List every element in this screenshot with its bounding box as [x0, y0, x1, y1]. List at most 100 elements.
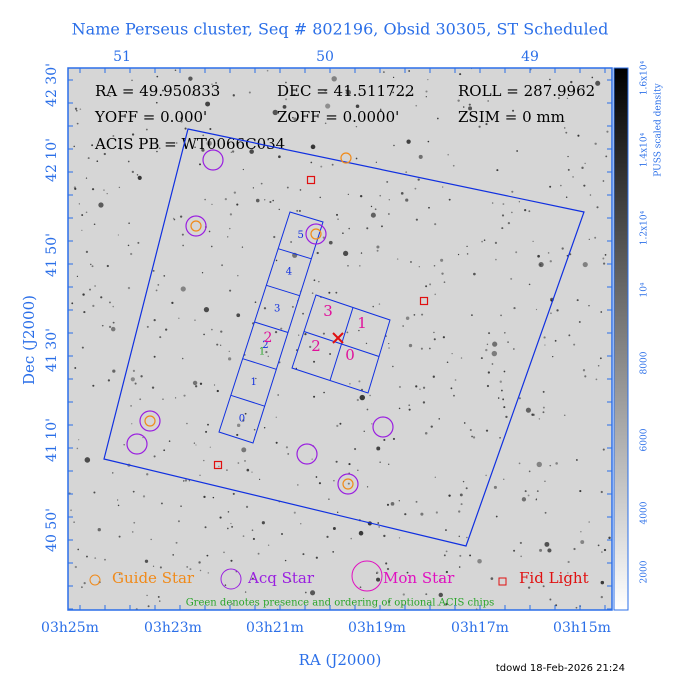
star: [531, 413, 534, 416]
star: [358, 380, 361, 383]
info-text: ACIS PB = WT0066C034: [94, 135, 285, 153]
star: [127, 160, 130, 163]
star: [242, 419, 245, 422]
star: [109, 301, 111, 304]
star: [408, 343, 413, 348]
star: [544, 480, 546, 482]
star: [172, 554, 175, 556]
star: [205, 101, 211, 107]
star: [376, 571, 379, 574]
star: [446, 361, 449, 364]
star: [319, 196, 322, 199]
star: [89, 288, 91, 291]
star: [77, 548, 80, 551]
star: [201, 272, 204, 274]
star: [413, 314, 416, 316]
star: [84, 457, 91, 463]
star: [578, 320, 581, 323]
star: [328, 240, 333, 245]
star: [429, 283, 432, 286]
star: [415, 218, 418, 221]
star: [535, 498, 538, 500]
star: [76, 122, 79, 125]
star: [79, 108, 82, 110]
star: [223, 551, 225, 554]
star: [323, 391, 325, 394]
star: [495, 258, 497, 261]
star: [269, 200, 272, 204]
star: [298, 334, 300, 336]
star: [603, 262, 606, 265]
star: [366, 486, 369, 488]
star: [263, 427, 266, 429]
star: [137, 175, 142, 180]
star: [96, 160, 99, 163]
star: [127, 244, 130, 247]
guide-star: [342, 478, 354, 490]
star: [599, 357, 602, 360]
star: [266, 69, 269, 72]
star: [491, 363, 494, 365]
colorbar-tick-label: 2000: [640, 560, 650, 583]
star: [421, 313, 424, 316]
star: [595, 80, 601, 86]
star: [572, 176, 574, 178]
star: [386, 180, 389, 183]
star: [153, 318, 156, 322]
star: [505, 415, 508, 419]
star: [322, 332, 325, 335]
star: [244, 591, 247, 593]
star: [211, 203, 213, 206]
star: [287, 453, 290, 455]
star: [511, 211, 513, 214]
star: [575, 606, 578, 609]
star: [420, 512, 424, 516]
star: [231, 525, 234, 528]
star: [130, 252, 133, 256]
star: [420, 347, 423, 350]
left-tick-label: 42 10': [44, 138, 60, 182]
star: [478, 125, 481, 128]
star: [503, 478, 505, 480]
star: [547, 252, 550, 254]
star: [133, 521, 136, 524]
star: [207, 572, 210, 574]
star: [183, 394, 186, 397]
star: [136, 174, 139, 176]
star: [186, 422, 188, 425]
star: [415, 500, 418, 503]
star: [74, 565, 78, 569]
star: [427, 79, 429, 81]
star: [76, 275, 79, 278]
acq-star: [139, 410, 161, 432]
star: [491, 350, 498, 357]
fid-light: [419, 296, 429, 306]
star: [324, 89, 327, 92]
star: [485, 348, 488, 352]
star: [221, 264, 224, 267]
star: [93, 491, 96, 494]
star: [355, 104, 360, 108]
field-of-view: [103, 128, 585, 547]
star: [103, 152, 106, 156]
star: [206, 554, 209, 557]
star: [558, 97, 560, 99]
guide-star: [190, 220, 202, 232]
star: [544, 541, 550, 547]
star: [177, 520, 180, 523]
acq-star: [305, 223, 327, 245]
star: [447, 153, 449, 156]
star: [244, 354, 246, 356]
star: [284, 559, 287, 562]
star: [212, 496, 215, 499]
star: [227, 236, 229, 238]
star: [588, 305, 590, 307]
star: [500, 389, 503, 392]
star: [376, 249, 379, 252]
star: [602, 180, 605, 182]
star: [433, 264, 436, 267]
star: [532, 240, 534, 243]
star: [162, 398, 164, 401]
star: [73, 145, 75, 148]
